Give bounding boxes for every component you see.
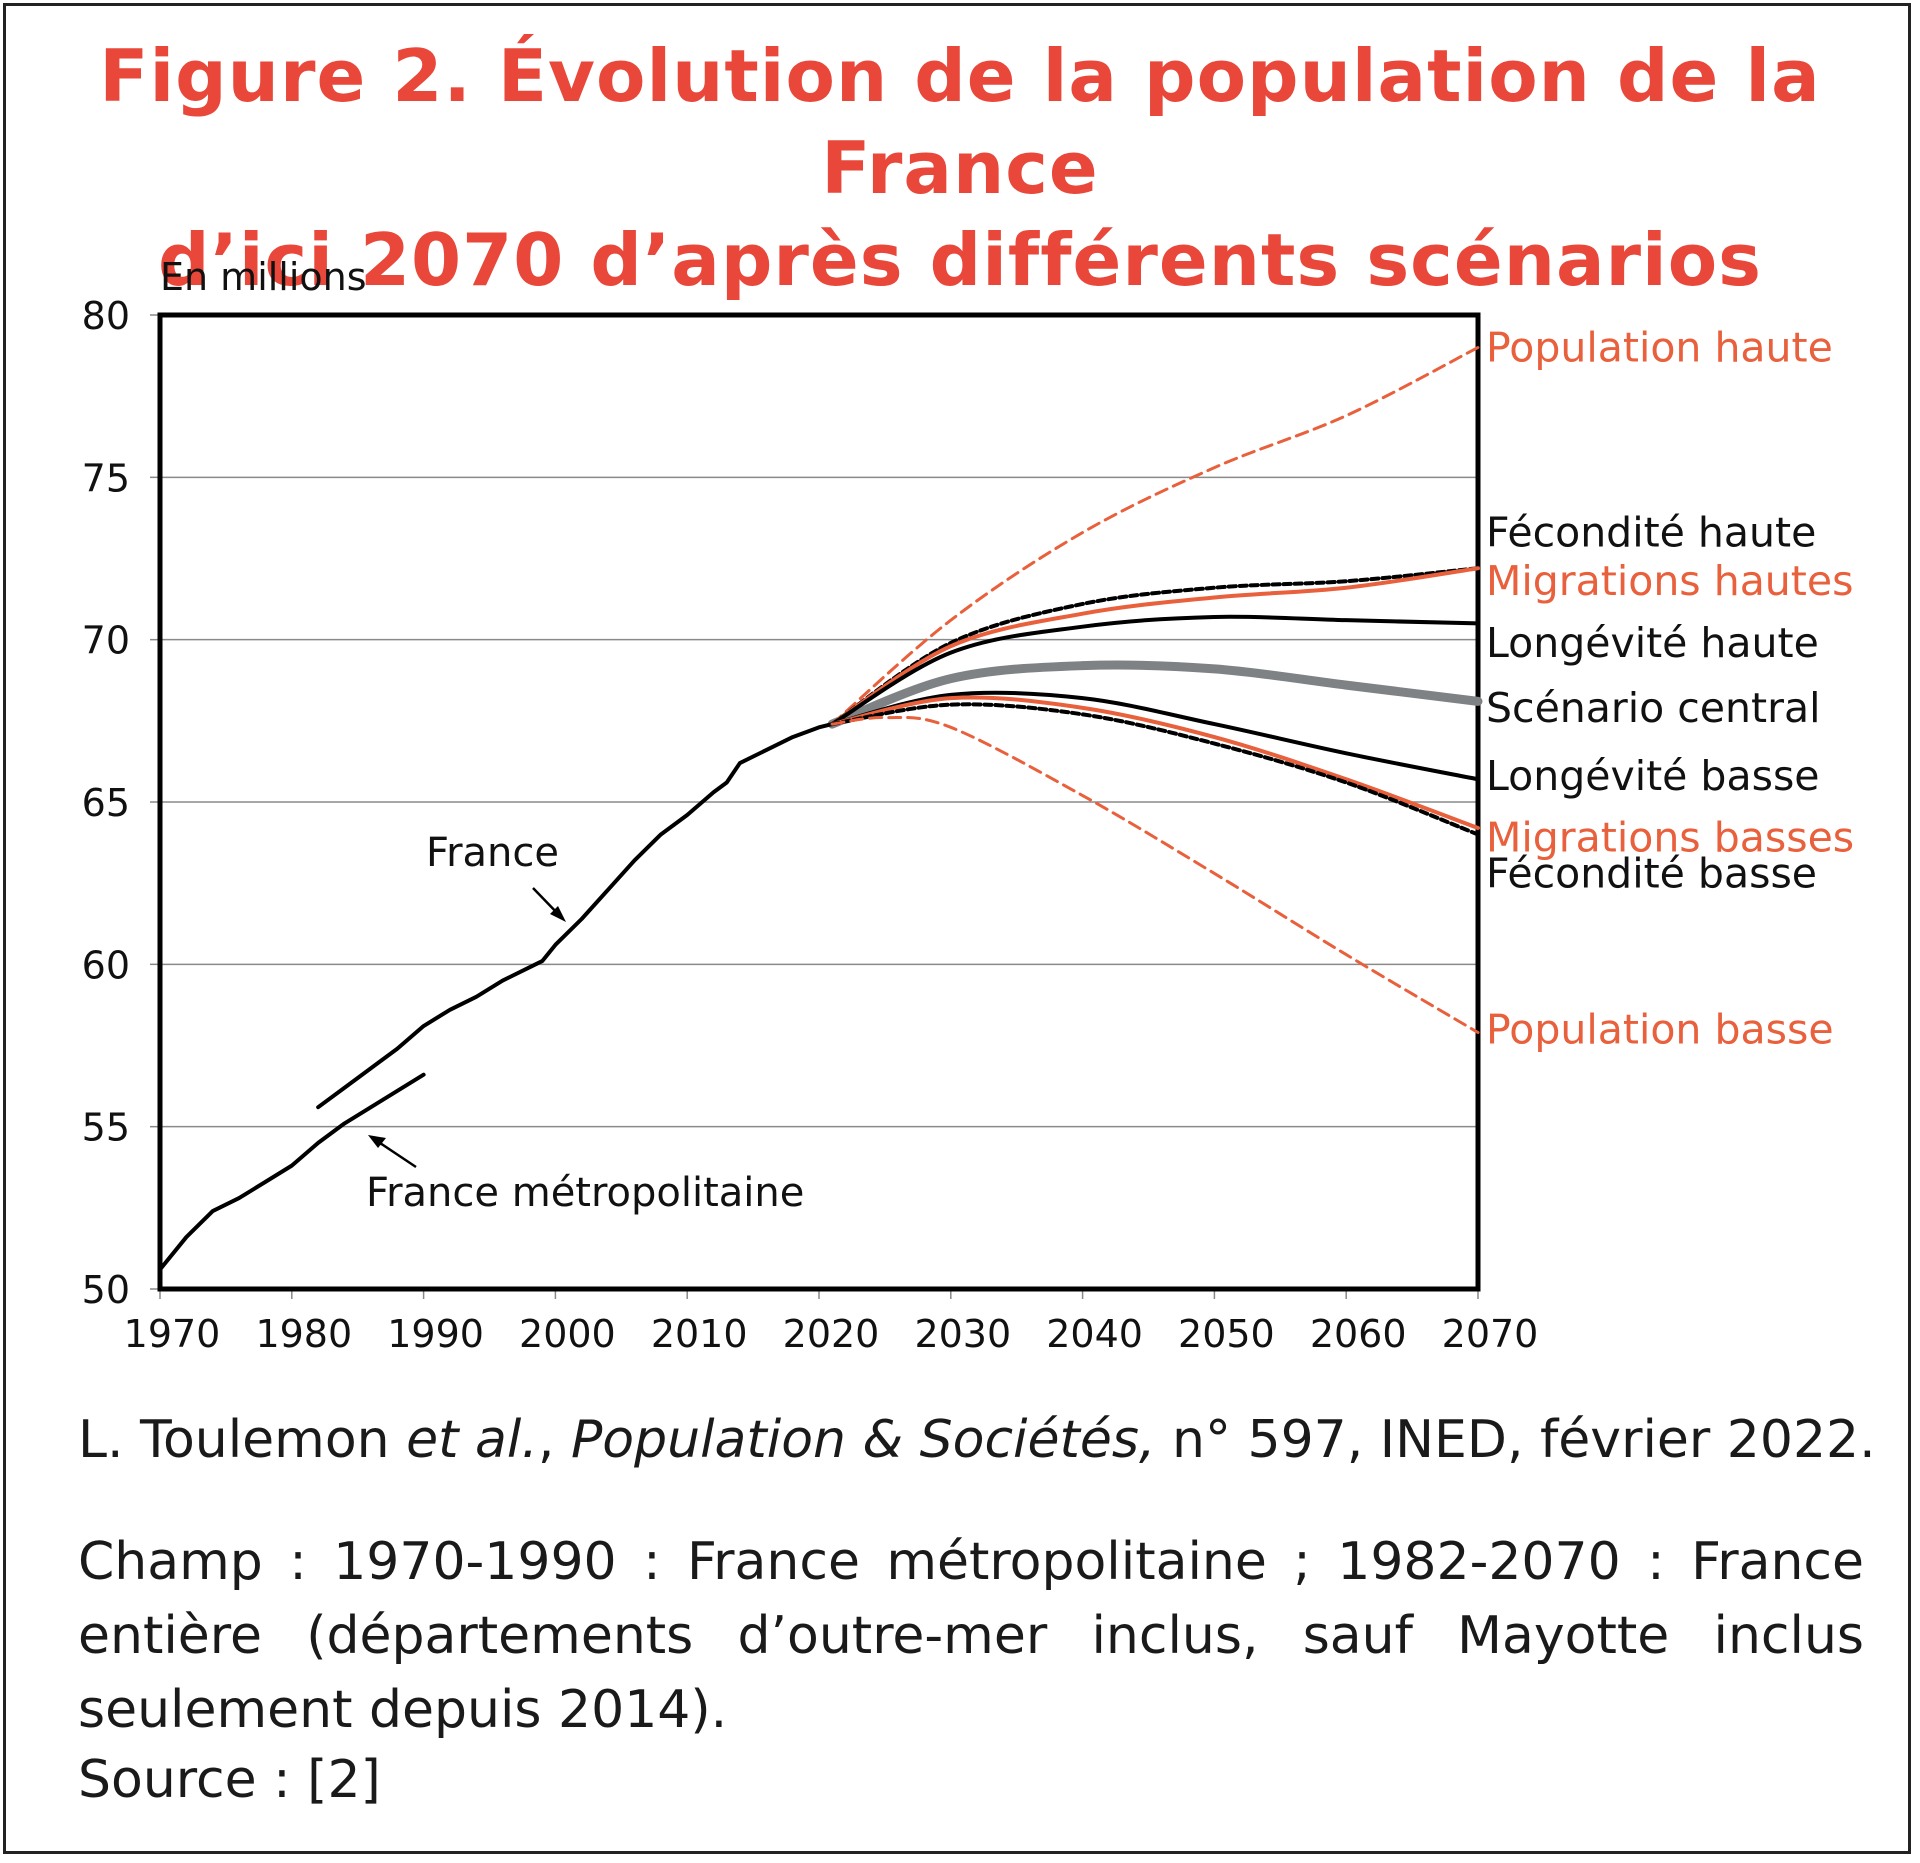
chart-title: Figure 2. Évolution de la population de … xyxy=(0,30,1920,306)
ytick-label: 55 xyxy=(82,1106,130,1150)
arrowhead-france xyxy=(550,906,566,922)
citation-author: L. Toulemon xyxy=(78,1410,407,1470)
population-chart: 50 55 60 65 70 75 80 1970 1980 1990 2000 2010 2020 20… xyxy=(82,255,1855,1356)
arrowhead-metro xyxy=(368,1135,386,1148)
series-line-migrations-hautes xyxy=(830,566,1480,727)
ytick-label: 65 xyxy=(82,781,130,825)
series-line-scenario-central xyxy=(827,660,1483,729)
source-note: Source : [2] xyxy=(78,1750,381,1810)
end-label: Migrations hautes xyxy=(1486,557,1853,605)
series-line-france-metropolitaine xyxy=(158,1072,426,1272)
series-line-longevite-haute xyxy=(830,614,1480,727)
end-label: Scénario central xyxy=(1486,684,1820,732)
xtick-label: 2000 xyxy=(519,1312,616,1356)
xtick-label: 2030 xyxy=(914,1312,1011,1356)
xtick-label: 2040 xyxy=(1046,1312,1143,1356)
ytick-label: 60 xyxy=(82,943,130,987)
end-label: Longévité haute xyxy=(1486,619,1819,667)
end-label: Fécondité haute xyxy=(1486,509,1816,557)
xtick-label: 2020 xyxy=(783,1312,880,1356)
citation-rest: n° 597, INED, février 2022. xyxy=(1155,1410,1876,1470)
series-line-france xyxy=(316,722,835,1110)
series-line-population-basse xyxy=(830,715,1480,1035)
chart-title-line2: d’ici 2070 d’après différents scénarios xyxy=(157,218,1763,302)
end-label: Fécondité basse xyxy=(1486,849,1817,897)
end-label: Population basse xyxy=(1486,1005,1834,1053)
citation: L. Toulemon et al., Population & Société… xyxy=(78,1410,1876,1470)
ytick-label: 70 xyxy=(82,619,130,663)
xtick-label: 2060 xyxy=(1310,1312,1407,1356)
xtick-label: 2070 xyxy=(1442,1312,1539,1356)
series-line-fecondite-haute xyxy=(830,566,1480,727)
xtick-label: 1990 xyxy=(387,1312,484,1356)
xtick-label: 1970 xyxy=(124,1312,221,1356)
ytick-label: 75 xyxy=(82,456,130,500)
end-label: Migrations basses xyxy=(1486,814,1854,862)
series-line-migrations-basses xyxy=(830,695,1480,830)
ytick-label: 80 xyxy=(82,294,130,338)
citation-journal: Population & Sociétés, xyxy=(570,1410,1156,1470)
y-axis-label: En millions xyxy=(160,255,367,299)
end-label: Population haute xyxy=(1486,323,1833,371)
chart-title-line1: Figure 2. Évolution de la population de … xyxy=(99,34,1821,210)
citation-etal: et al. xyxy=(406,1410,538,1470)
scope-note: Champ : 1970-1990 : France métropolitain… xyxy=(78,1532,1864,1740)
citation-sep: , xyxy=(537,1410,571,1470)
xtick-label: 1980 xyxy=(255,1312,352,1356)
plot-area-border xyxy=(157,312,1481,1292)
annotation-france-metropolitaine: France métropolitaine xyxy=(366,1170,804,1216)
series-line-population-haute xyxy=(830,345,1480,726)
series-line-fecondite-basse xyxy=(830,702,1480,837)
xtick-label: 2050 xyxy=(1178,1312,1275,1356)
series-line-longevite-basse xyxy=(830,690,1480,782)
figure-frame xyxy=(3,3,1911,1854)
annotation-france: France xyxy=(426,830,559,876)
xtick-label: 2010 xyxy=(651,1312,748,1356)
ytick-label: 50 xyxy=(82,1268,130,1312)
end-label: Longévité basse xyxy=(1486,752,1820,800)
